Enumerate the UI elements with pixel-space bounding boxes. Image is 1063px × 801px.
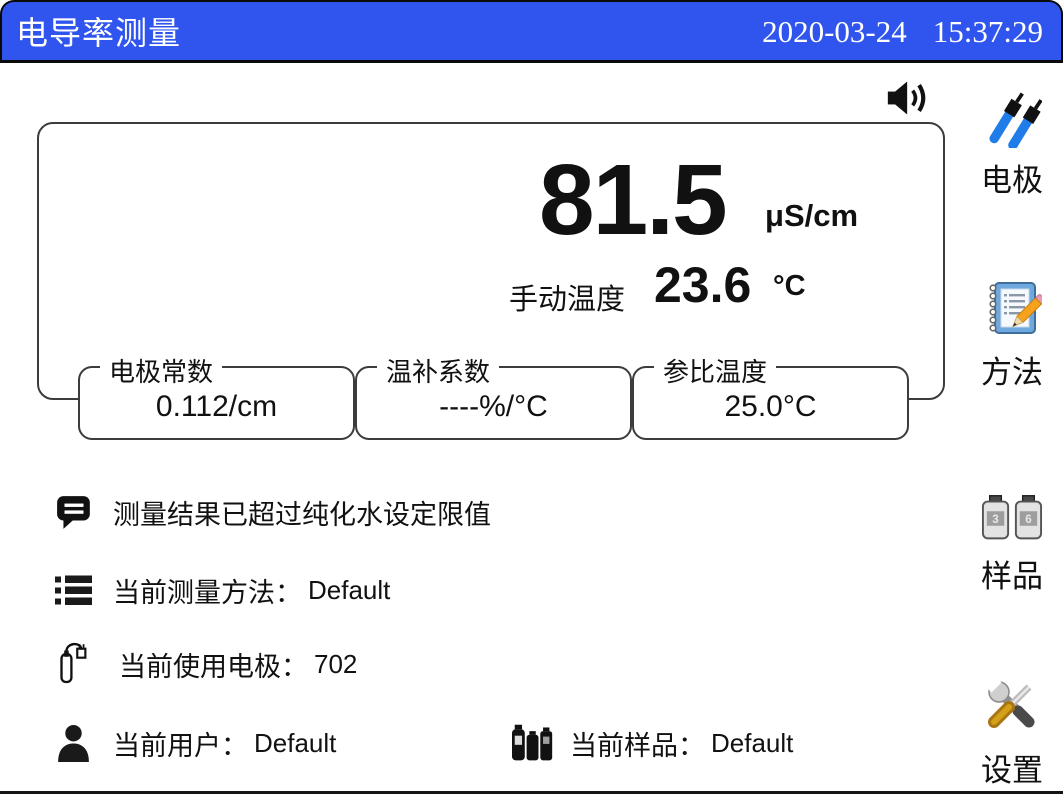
method-value: Default [308,574,391,605]
tools-icon [982,675,1042,743]
alert-row: 测量结果已超过纯化水设定限值 [55,490,491,534]
probe-cable-icon [57,639,99,689]
bottles-icon [512,720,554,766]
bottom-divider [0,791,1063,794]
date-text: 2020-03-24 [762,14,907,49]
sidebar-item-settings[interactable]: 设置 [962,675,1062,790]
list-icon [55,575,97,606]
method-row: 当前测量方法： Default [55,572,390,608]
bottle-number: 3 [992,513,999,526]
alert-text: 测量结果已超过纯化水设定限值 [113,499,491,530]
electrode-in-use-label: 当前使用电极： [119,651,308,682]
sidebar-item-label: 电极 [981,163,1043,198]
sidebar-item-label: 设置 [981,753,1043,788]
conductivity-unit: μS/cm [765,198,859,233]
temperature-mode-label: 手动温度 [509,284,626,316]
parameter-boxes: 电极常数 0.112/cm 温补系数 ----%/°C 参比温度 25.0°C [78,352,909,440]
bottle-number: 6 [1025,513,1032,526]
sample-label: 当前样品： [570,730,705,761]
temp-compensation-value: ----%/°C [439,390,548,423]
user-row: 当前用户： Default [55,722,336,764]
temp-compensation-label: 温补系数 [377,352,500,389]
sample-row: 当前样品： Default [512,720,793,766]
datetime: 2020-03-24 15:37:29 [762,2,1043,62]
electrode-constant-label: 电极常数 [100,352,223,389]
temperature-value: 23.6 [654,257,752,313]
sample-bottles-icon: 3 6 [981,494,1043,549]
electrode-pens-icon [982,86,1043,153]
user-icon [55,724,97,763]
sidebar-item-method[interactable]: 方法 [962,278,1062,392]
sample-value: Default [711,727,794,758]
sidebar-item-label: 方法 [981,355,1043,390]
message-bubble-icon [55,493,97,531]
temp-compensation-box: 温补系数 ----%/°C [355,352,632,440]
electrode-constant-value: 0.112/cm [155,390,278,423]
sidebar-item-sample[interactable]: 3 6 样品 [962,494,1062,596]
reference-temp-value: 25.0°C [724,390,817,423]
conductivity-value: 81.5 [539,144,728,256]
notebook-pencil-icon [982,278,1046,345]
sidebar-item-electrode[interactable]: 电极 [962,86,1062,200]
time-text: 15:37:29 [932,14,1043,49]
method-label: 当前测量方法： [113,577,302,608]
electrode-in-use-value: 702 [314,648,358,679]
electrode-row: 当前使用电极： 702 [57,638,357,690]
user-label: 当前用户： [113,730,248,761]
volume-on-icon[interactable] [886,78,932,123]
sidebar-item-label: 样品 [981,559,1043,594]
reference-temp-box: 参比温度 25.0°C [632,352,909,440]
title-bar: 电导率测量 2020-03-24 15:37:29 [0,0,1063,63]
reference-temp-label: 参比温度 [654,352,777,389]
temperature-unit: °C [773,270,806,302]
page-title: 电导率测量 [16,15,182,51]
electrode-constant-box: 电极常数 0.112/cm [78,352,355,440]
user-value: Default [254,727,337,758]
